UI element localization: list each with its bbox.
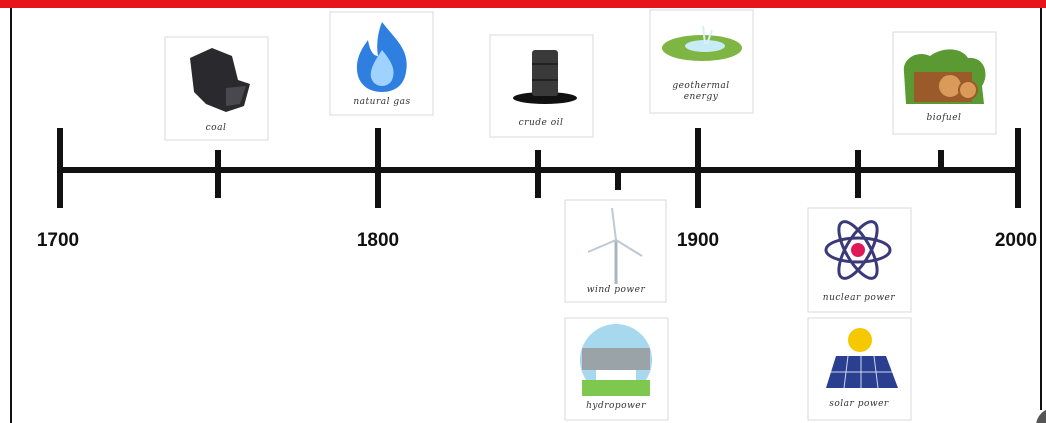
card-label: solar power (829, 399, 889, 409)
card-label: biofuel (927, 113, 962, 123)
natural-gas-card: natural gas (330, 12, 433, 115)
biofuel-card: biofuel (893, 32, 996, 134)
hydropower-card: hydropower (565, 318, 668, 420)
top-bar (0, 0, 1046, 8)
timeline-page: 1700 1800 1900 2000 coal natural gas cru… (0, 0, 1046, 423)
card-label: natural gas (353, 97, 410, 107)
geothermal-card: geothermal energy (650, 10, 753, 113)
year-label: 2000 (995, 230, 1037, 251)
year-label: 1800 (357, 230, 399, 251)
nuclear-power-card: nuclear power (808, 208, 911, 312)
wind-power-card: wind power (565, 200, 666, 302)
year-label: 1900 (677, 230, 719, 251)
coal-card: coal (165, 37, 268, 140)
card-label: coal (206, 123, 227, 133)
year-label: 1700 (37, 230, 79, 251)
card-label: crude oil (519, 118, 564, 128)
card-label: nuclear power (823, 293, 896, 303)
card-label: geothermal (672, 81, 729, 91)
card-label: energy (684, 92, 719, 102)
card-label: wind power (587, 285, 646, 295)
corner-button (1036, 408, 1046, 423)
card-label: hydropower (586, 401, 646, 411)
solar-power-card: solar power (808, 318, 911, 420)
crude-oil-card: crude oil (490, 35, 593, 137)
